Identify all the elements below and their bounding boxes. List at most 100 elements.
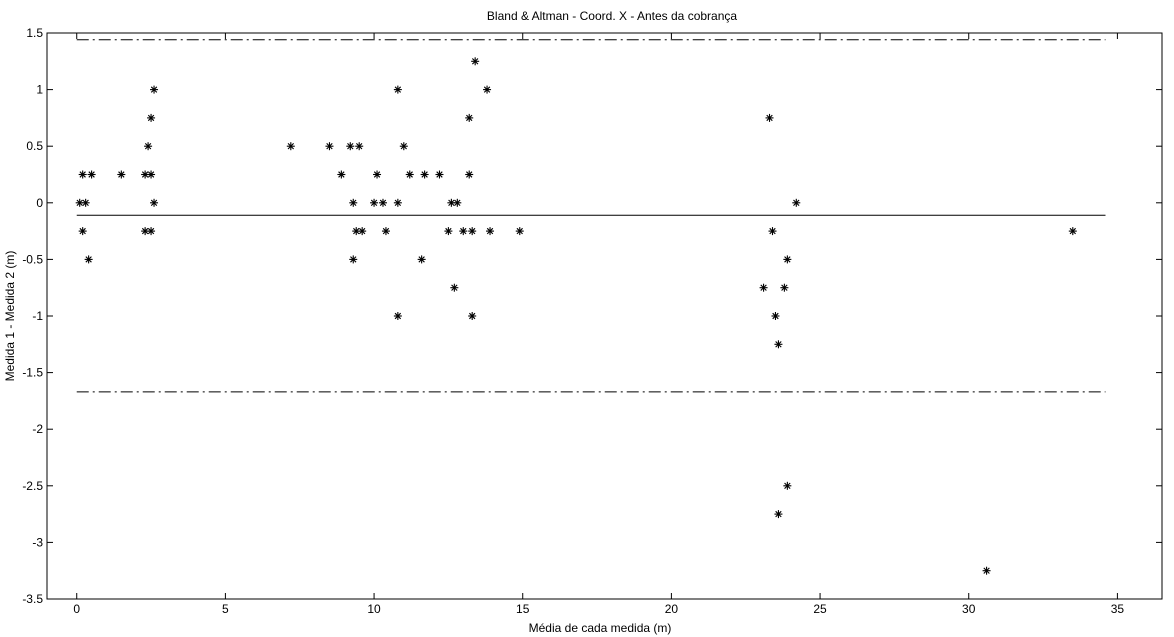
data-point-stroke [326,143,333,150]
data-point [144,142,153,151]
data-point [399,142,408,151]
data-point [84,255,93,264]
data-point [483,85,492,94]
data-point [141,170,150,179]
data-point [447,198,456,207]
data-point-stroke [358,227,366,235]
data-point [780,283,789,292]
data-point [358,227,367,236]
data-point [393,85,402,94]
y-tick-label: 0.5 [26,139,43,153]
y-tick-label: -1 [32,309,43,323]
data-point-stroke [418,256,425,263]
data-point-stroke [382,227,390,235]
data-point-stroke [350,256,357,263]
data-point-stroke [141,171,149,178]
data-point [370,198,379,207]
data-point-stroke [421,171,428,178]
data-point [346,142,355,151]
data-point [393,198,402,207]
data-point [417,255,426,264]
chart-title: Bland & Altman - Coord. X - Antes da cob… [487,9,737,23]
data-point-stroke [1069,227,1076,235]
data-point-stroke [356,143,363,150]
data-point [465,113,474,122]
data-point-stroke [147,114,155,122]
data-point [75,198,84,207]
x-tick-label: 35 [1111,602,1125,616]
data-point [420,170,429,179]
data-point [381,227,390,236]
data-point-stroke [141,227,149,235]
data-point [515,227,524,236]
y-tick-label: -3.5 [22,592,43,606]
x-tick-label: 15 [516,602,530,616]
data-point [465,170,474,179]
data-point-stroke [370,199,378,206]
data-point-stroke [400,143,407,150]
data-point [783,481,792,490]
x-tick-label: 25 [813,602,827,616]
data-point-stroke [448,199,455,206]
data-point [486,227,495,236]
x-tick-label: 0 [73,602,80,616]
data-point [471,57,480,66]
data-point-stroke [454,199,461,206]
data-point-stroke [350,199,357,206]
data-point [405,170,414,179]
y-tick-label: -2 [32,422,43,436]
data-point-stroke [79,171,86,178]
data-point-stroke [379,199,387,206]
data-point-stroke [516,227,523,235]
x-axis-label: Média de cada medida (m) [529,621,672,635]
data-point-stroke [79,227,86,235]
data-point [774,340,783,349]
data-point [468,312,477,320]
data-point [355,142,364,151]
data-point-stroke [394,199,402,206]
data-point-stroke [483,86,491,93]
data-point-stroke [82,199,89,206]
data-point [378,198,387,207]
y-tick-label: -2.5 [22,479,43,493]
data-point [147,227,156,236]
data-point-stroke [373,171,381,178]
data-point [459,227,468,236]
x-tick-label: 30 [962,602,976,616]
data-point [444,227,453,236]
data-point-stroke [436,171,443,178]
y-tick-label: -0.5 [22,252,43,266]
data-point [765,113,774,122]
data-point-stroke [287,143,295,150]
data-point [373,170,382,179]
data-point-stroke [118,171,125,178]
data-point-stroke [466,171,473,178]
data-point [771,312,780,320]
data-point-stroke [466,114,473,122]
data-point [150,85,159,94]
data-point-stroke [471,58,479,65]
data-point-stroke [76,199,83,206]
data-point-stroke [793,199,800,206]
data-point-stroke [451,284,458,291]
data-point-stroke [150,199,158,206]
data-point-stroke [775,510,782,518]
data-point [774,510,783,519]
data-point-stroke [347,143,354,150]
data-point-stroke [775,341,782,348]
y-tick-label: 0 [36,196,43,210]
data-point [78,227,87,236]
y-tick-label: 1 [36,83,43,97]
data-point [286,142,295,151]
points-layer [75,57,1077,575]
data-point-stroke [772,312,779,320]
data-point-stroke [144,143,152,150]
data-point-stroke [760,284,767,291]
data-point-stroke [784,256,791,263]
y-tick-label: -3 [32,535,43,549]
data-point [150,198,159,207]
y-axis-label: Medida 1 - Medida 2 (m) [3,251,17,382]
data-point [792,198,801,207]
data-point-stroke [460,227,467,235]
